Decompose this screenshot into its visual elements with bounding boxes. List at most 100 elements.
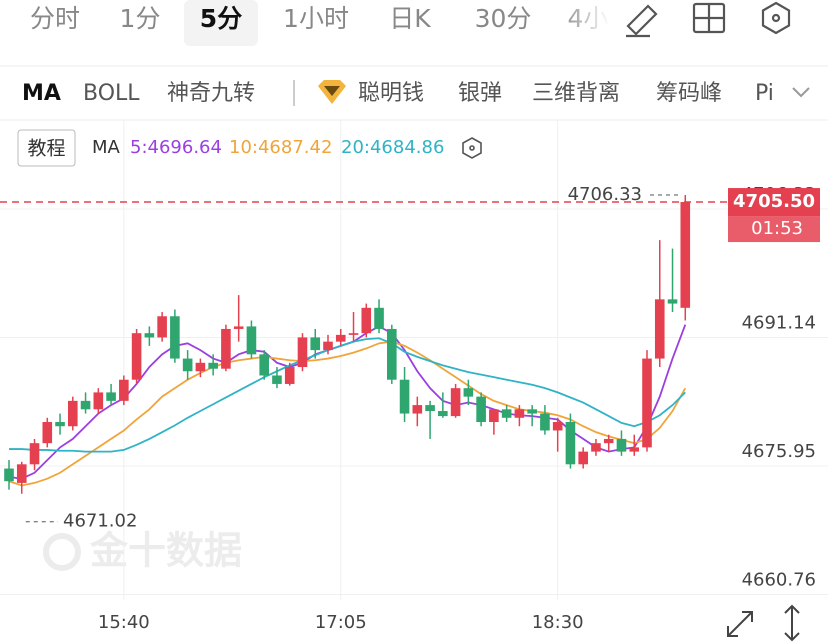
indicator[interactable]: 聪明钱	[358, 81, 424, 106]
candle-body	[654, 299, 665, 359]
tab[interactable]: 1分	[120, 4, 161, 33]
candle-body	[310, 337, 321, 351]
candle-body	[501, 409, 512, 418]
scale-icon[interactable]	[784, 604, 800, 642]
legend-settings-icon[interactable]	[462, 137, 482, 159]
y-tick-label: 4691.14	[742, 313, 816, 334]
ma-line	[9, 337, 686, 453]
candle-body	[374, 307, 384, 329]
ma-line	[8, 340, 687, 487]
candle-body	[463, 388, 474, 397]
tab-bar: 分时1分5分1小时日K30分4小	[30, 4, 608, 33]
candle-body	[170, 316, 180, 359]
tutorial-button-box[interactable]	[17, 129, 76, 167]
candle-body	[667, 299, 678, 304]
x-tick-label: 15:40	[98, 612, 150, 633]
max-label: 4706.33	[568, 184, 642, 205]
indicator[interactable]: Pi	[755, 81, 774, 106]
candle-body	[233, 326, 244, 329]
ma-legend: MA 5:4696.64 10:4687.42 20:4684.86	[92, 137, 444, 158]
candle-body	[578, 451, 588, 465]
candle-body	[16, 464, 27, 483]
candle-body	[208, 362, 218, 369]
candle-body	[680, 202, 691, 308]
legend-label: MA	[92, 137, 121, 158]
candle-body	[412, 405, 423, 414]
candle-body	[80, 400, 91, 410]
candle-body	[425, 405, 435, 412]
candle-body	[552, 422, 563, 431]
candle-body	[387, 328, 397, 380]
tab[interactable]: 分时	[30, 4, 80, 33]
candle-body	[246, 326, 257, 355]
candle-body	[642, 358, 652, 448]
draw-icon[interactable]	[626, 4, 658, 38]
candle-body	[514, 409, 525, 418]
fullscreen-icon[interactable]	[727, 611, 753, 637]
candle-body	[540, 413, 550, 431]
candle-body	[438, 411, 448, 417]
candle-body	[323, 341, 333, 351]
watermark-logo	[43, 533, 81, 571]
candle-body	[106, 392, 116, 401]
countdown-box	[728, 216, 820, 243]
candle-body	[144, 333, 155, 338]
candle-body	[221, 328, 231, 369]
indicator[interactable]: 银弹	[458, 81, 502, 106]
legend-item: 20:4684.86	[341, 137, 444, 158]
candle-body	[629, 447, 640, 452]
indicator-bar: MA BOLL 神奇九转 聪明钱 银弹 三维背离 筹码峰 Pi	[22, 81, 774, 106]
settings-dot	[771, 13, 781, 23]
tab-fade	[560, 0, 610, 44]
settings-icon[interactable]	[761, 1, 791, 35]
grid-icon-lines	[694, 4, 724, 32]
candle-body	[399, 379, 410, 414]
candle-body	[616, 438, 627, 452]
indicator[interactable]: 筹码峰	[656, 81, 722, 106]
y-tick-label: 4675.95	[742, 441, 816, 462]
candle-body	[259, 354, 269, 376]
y-tick-label: 4660.76	[742, 570, 816, 591]
candle-body	[476, 396, 486, 423]
candle-body	[119, 379, 129, 401]
candle-body	[68, 400, 78, 427]
active-tab[interactable]: 5分	[200, 4, 242, 33]
active-indicator[interactable]: MA	[22, 81, 61, 106]
last-price-label: 4705.50	[733, 191, 815, 212]
tutorial-button[interactable]: 教程	[27, 138, 65, 160]
tab[interactable]: 30分	[475, 4, 532, 33]
candle-body	[55, 422, 65, 427]
min-label: 4671.02	[63, 511, 137, 532]
candle-body	[565, 422, 576, 465]
candle-body	[603, 438, 614, 444]
candle-body	[361, 307, 372, 334]
candle-body	[182, 358, 193, 372]
candle-body	[489, 409, 499, 423]
last-price-box	[728, 188, 820, 217]
indicator[interactable]: 三维背离	[532, 81, 620, 106]
indicator[interactable]: 神奇九转	[167, 81, 255, 106]
x-tick-label: 18:30	[532, 612, 584, 633]
tab[interactable]: 1小时	[283, 4, 349, 33]
tab[interactable]: 日K	[389, 4, 431, 33]
candle-body	[42, 422, 53, 444]
countdown: 01:53	[751, 218, 803, 239]
legend-item: 5:4696.64	[130, 137, 222, 158]
legend-item: 10:4687.42	[229, 137, 332, 158]
candle-body	[195, 362, 206, 372]
candle-body	[348, 333, 359, 335]
active-tab-bg	[184, 0, 258, 46]
candle-body	[591, 443, 601, 452]
candle-body	[527, 409, 537, 414]
candle-body	[450, 388, 461, 417]
indicator[interactable]: BOLL	[83, 81, 140, 106]
chart: 金十数据 4706.33 4691.14 4675.95 4660.76 15:40 17:…	[0, 120, 828, 633]
toolbar-icons	[626, 1, 791, 38]
candle-body	[157, 316, 167, 338]
candle-body	[335, 334, 346, 342]
candle-body	[29, 443, 40, 465]
candle-body	[93, 392, 104, 410]
more-chevron[interactable]	[792, 87, 810, 98]
candle-body	[4, 468, 14, 482]
